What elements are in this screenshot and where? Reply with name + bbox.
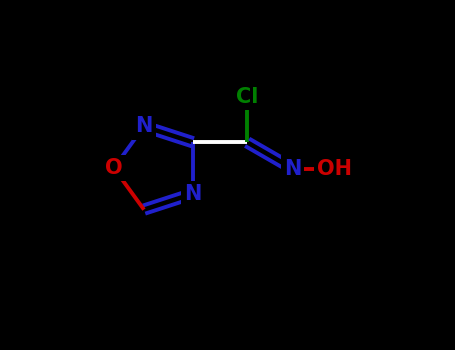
Text: OH: OH <box>317 159 352 178</box>
Text: Cl: Cl <box>236 87 258 107</box>
Text: O: O <box>105 158 122 178</box>
Text: N: N <box>135 117 153 136</box>
Text: N: N <box>284 159 301 178</box>
Text: N: N <box>184 184 202 204</box>
